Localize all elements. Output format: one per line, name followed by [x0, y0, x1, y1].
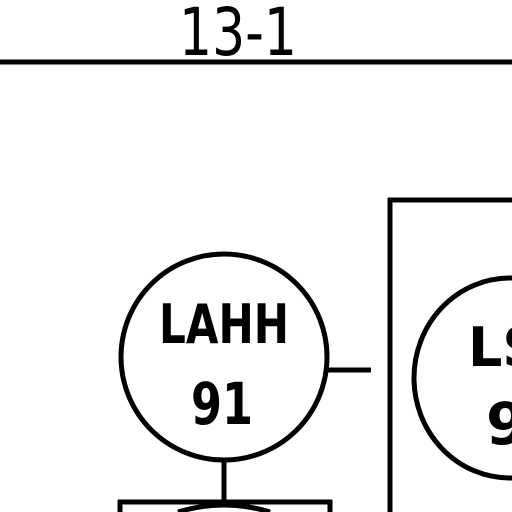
instrument-tag: LS	[468, 316, 512, 379]
instrument-tag: LAHH	[159, 293, 289, 356]
instrument-number: 91	[191, 370, 253, 438]
instrument-circle	[411, 275, 512, 481]
instrument-number: 9	[486, 390, 512, 458]
lower-bubble-arc	[177, 502, 271, 512]
instrument-bubble-ls-9[interactable]: LS 9	[411, 275, 512, 481]
instrument-bubble-lahh-91[interactable]: LAHH 91	[118, 251, 330, 463]
sheet-reference: 13-1	[179, 0, 297, 71]
